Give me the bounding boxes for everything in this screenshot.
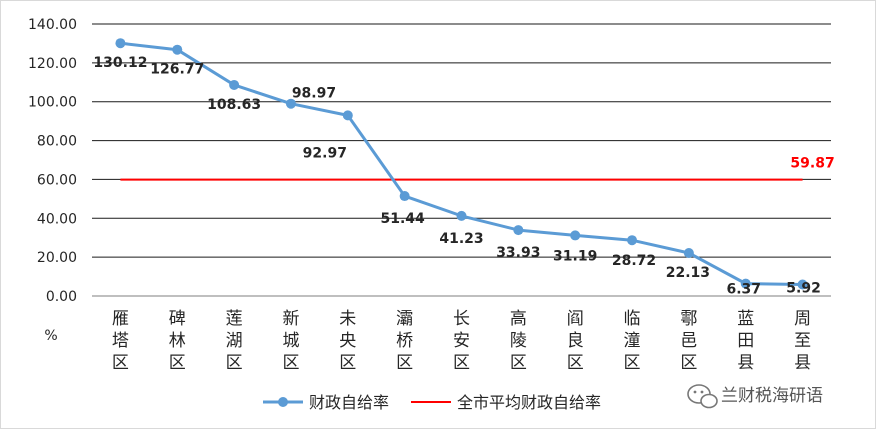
- y-tick-label: 120.00: [28, 56, 77, 72]
- data-label: 22.13: [666, 265, 710, 281]
- data-point: [627, 235, 638, 246]
- legend-label-average: 全市平均财政自给率: [457, 393, 601, 412]
- main-series: 130.12 126.77 108.63 98.97 92.97 51.44 41.23 33…: [93, 38, 821, 298]
- y-axis-ticks: 0.00 20.00 40.00 60.00 80.00 100.00 120.00 140.…: [28, 17, 77, 305]
- y-tick-label: 80.00: [37, 134, 77, 150]
- data-label: 5.92: [786, 280, 821, 296]
- data-point: [285, 98, 296, 109]
- category-label: 新城区: [282, 309, 299, 373]
- data-point: [683, 248, 694, 259]
- x-axis-categories: 雁塔区 碑林区 莲湖区 新城区 未央区 灞桥区 长安区 高陵区 阎良区 临潼区 鄠邑区 蓝田县 周至县: [112, 309, 811, 373]
- data-label: 108.63: [207, 97, 261, 113]
- series-line: [120, 41, 803, 286]
- category-label: 周至县: [794, 309, 811, 373]
- data-point: [172, 44, 183, 55]
- average-series: 59.87: [120, 156, 835, 181]
- data-point: [115, 38, 126, 49]
- watermark: 兰财税海研语: [687, 384, 823, 409]
- category-label: 蓝田县: [737, 309, 754, 373]
- data-point: [342, 110, 353, 121]
- data-point: [570, 230, 581, 241]
- data-label: 41.23: [439, 231, 483, 247]
- data-point: [229, 79, 240, 90]
- data-point: [399, 191, 410, 202]
- average-data-label: 59.87: [790, 156, 834, 172]
- y-tick-label: 60.00: [37, 172, 77, 188]
- category-label: 碑林区: [169, 309, 186, 373]
- category-label: 雁塔区: [112, 309, 129, 373]
- data-label: 98.97: [292, 86, 336, 102]
- data-label: 130.12: [93, 55, 147, 71]
- category-label: 莲湖区: [226, 309, 243, 373]
- y-tick-label: 20.00: [37, 250, 77, 266]
- category-label: 未央区: [339, 309, 356, 373]
- category-label: 阎良区: [567, 309, 584, 373]
- data-point: [740, 278, 751, 289]
- data-label: 31.19: [553, 248, 597, 264]
- data-label: 126.77: [150, 62, 204, 78]
- legend: 财政自给率 全市平均财政自给率: [263, 393, 601, 412]
- y-tick-label: 140.00: [28, 17, 77, 33]
- data-point: [456, 210, 467, 221]
- category-label: 灞桥区: [396, 309, 413, 373]
- data-point: [797, 279, 808, 290]
- data-label: 51.44: [381, 211, 426, 227]
- data-label: 6.37: [726, 282, 761, 298]
- category-label: 临潼区: [624, 309, 641, 373]
- y-tick-label: 0.00: [46, 289, 77, 305]
- y-tick-label: 40.00: [37, 211, 77, 227]
- legend-marker-main: [278, 397, 288, 407]
- y-tick-label: 100.00: [28, 95, 77, 111]
- watermark-text: 兰财税海研语: [721, 386, 823, 406]
- legend-label-main: 财政自给率: [309, 393, 389, 412]
- data-label: 33.93: [496, 245, 540, 261]
- category-label: 长安区: [453, 309, 470, 373]
- wechat-icon: [687, 384, 718, 409]
- category-label: 鄠邑区: [680, 309, 697, 373]
- data-point: [513, 225, 524, 236]
- y-axis-unit: %: [44, 328, 57, 344]
- data-label: 92.97: [303, 145, 347, 161]
- data-label: 28.72: [612, 253, 656, 269]
- category-label: 高陵区: [510, 309, 527, 373]
